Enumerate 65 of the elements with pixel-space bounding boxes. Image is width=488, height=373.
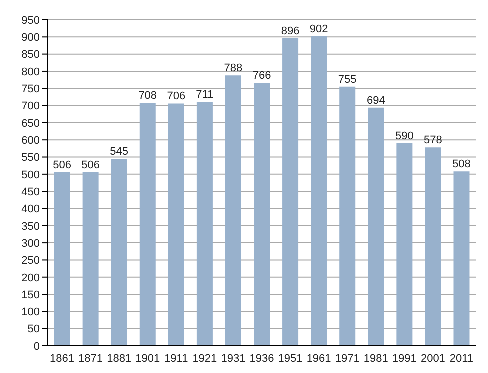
y-tick-label: 50 xyxy=(28,324,40,336)
x-tick-label: 2011 xyxy=(450,352,474,365)
x-tick-label: 1921 xyxy=(192,352,218,365)
bar xyxy=(311,36,328,346)
y-tick-label: 300 xyxy=(22,238,40,250)
bar xyxy=(168,104,184,346)
bar xyxy=(368,108,384,346)
data-label: 706 xyxy=(167,90,186,103)
bar xyxy=(454,172,470,346)
bar xyxy=(425,148,442,346)
data-label: 902 xyxy=(310,23,328,36)
y-tick-label: 700 xyxy=(22,100,40,113)
x-tick-label: 2001 xyxy=(420,352,446,365)
data-label: 508 xyxy=(452,158,471,171)
data-label: 896 xyxy=(281,26,300,38)
y-tick-label: 950 xyxy=(22,14,40,27)
bar xyxy=(111,158,128,346)
x-tick-label: 1971 xyxy=(335,352,360,365)
bar xyxy=(196,102,213,346)
x-tick-label: 1931 xyxy=(221,352,246,365)
y-tick-label: 450 xyxy=(22,186,40,198)
x-tick-label: 1951 xyxy=(278,352,303,365)
x-tick-label: 1936 xyxy=(250,352,274,365)
y-tick-label: 400 xyxy=(22,204,40,216)
data-label: 694 xyxy=(366,94,386,107)
y-tick-label: 800 xyxy=(22,66,40,78)
y-tick-label: 750 xyxy=(22,84,40,96)
bar xyxy=(396,144,413,346)
data-label: 578 xyxy=(424,134,442,147)
x-tick-label: 1871 xyxy=(78,352,104,365)
y-tick-label: 350 xyxy=(22,220,40,233)
y-tick-label: 0 xyxy=(34,340,40,353)
y-tick-label: 600 xyxy=(22,135,40,148)
y-tick-label: 500 xyxy=(22,169,40,182)
data-label: 545 xyxy=(110,146,129,158)
data-label: 788 xyxy=(224,62,243,75)
y-tick-label: 250 xyxy=(22,255,40,268)
bar xyxy=(82,172,99,346)
y-tick-label: 550 xyxy=(22,152,40,164)
bar xyxy=(140,103,156,346)
y-tick-label: 650 xyxy=(22,118,40,130)
x-tick-label: 1961 xyxy=(306,352,332,365)
data-label: 755 xyxy=(338,74,357,86)
y-tick-label: 150 xyxy=(22,289,40,302)
x-tick-label: 1901 xyxy=(136,352,160,365)
y-tick-label: 850 xyxy=(22,49,40,62)
data-label: 711 xyxy=(196,89,214,102)
bar xyxy=(282,38,299,346)
bar xyxy=(340,86,356,346)
x-tick-label: 1881 xyxy=(107,352,132,365)
bar xyxy=(225,76,242,346)
bar xyxy=(254,83,270,346)
data-label: 590 xyxy=(396,130,414,143)
x-tick-label: 1981 xyxy=(364,352,388,365)
data-label: 708 xyxy=(138,90,158,102)
bar xyxy=(54,172,70,346)
x-tick-label: 1991 xyxy=(392,352,417,365)
x-tick-label: 1911 xyxy=(164,352,188,365)
data-label: 506 xyxy=(82,159,100,172)
y-tick-label: 100 xyxy=(22,306,40,319)
y-tick-label: 900 xyxy=(22,32,40,44)
y-tick-label: 200 xyxy=(22,272,40,284)
data-label: 766 xyxy=(252,70,272,82)
x-tick-label: 1861 xyxy=(50,352,75,365)
data-label: 506 xyxy=(53,159,72,172)
